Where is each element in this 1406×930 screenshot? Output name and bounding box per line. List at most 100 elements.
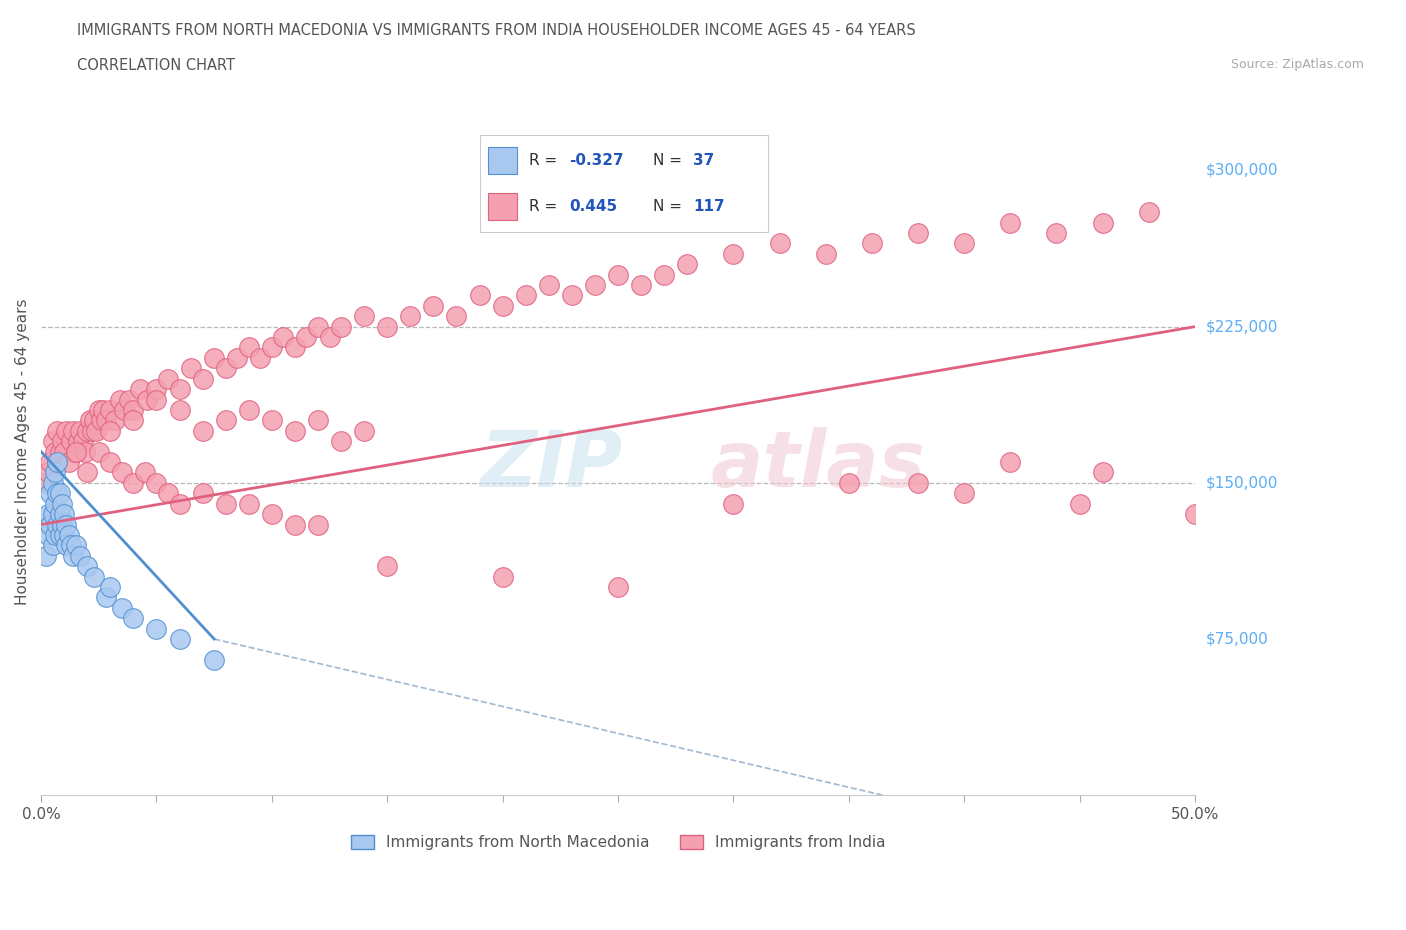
Point [907,475,929,490]
Point [215,361,238,376]
Point [191,485,214,500]
Point [907,225,929,240]
Point [768,236,790,251]
Point [51,517,73,532]
Point [583,277,606,292]
Point [1091,465,1114,480]
Point [46,423,69,438]
Point [37,527,59,542]
Point [41,538,63,552]
Point [44,465,66,480]
Point [607,579,630,594]
Point [37,507,59,522]
Point [51,433,73,448]
Point [953,485,976,500]
Point [202,351,225,365]
Text: atlas: atlas [710,428,925,503]
Point [37,465,59,480]
Point [169,381,191,396]
Point [145,475,167,490]
Point [83,413,105,428]
Point [145,381,167,396]
Point [83,569,105,584]
Point [260,413,283,428]
Text: $225,000: $225,000 [1206,319,1278,334]
Text: CORRELATION CHART: CORRELATION CHART [77,58,235,73]
Point [1000,455,1022,470]
Point [353,309,375,324]
Point [55,423,77,438]
Point [87,445,110,459]
Point [215,497,238,512]
Point [65,538,87,552]
Point [330,433,353,448]
Point [169,497,191,512]
Point [41,475,63,490]
Point [1045,225,1067,240]
Point [98,455,121,470]
Point [69,423,91,438]
Point [468,288,491,303]
Point [145,392,167,407]
Text: IMMIGRANTS FROM NORTH MACEDONIA VS IMMIGRANTS FROM INDIA HOUSEHOLDER INCOME AGES: IMMIGRANTS FROM NORTH MACEDONIA VS IMMIG… [77,23,917,38]
Point [46,455,69,470]
Point [98,403,121,418]
Point [215,413,238,428]
Point [169,403,191,418]
Point [46,455,69,470]
Point [814,246,837,261]
Point [108,392,131,407]
Point [39,485,62,500]
Point [55,538,77,552]
Point [630,277,652,292]
Point [41,507,63,522]
Point [55,517,77,532]
Point [226,351,249,365]
Point [39,517,62,532]
Point [1184,507,1206,522]
Point [60,433,83,448]
Point [260,340,283,355]
Point [122,413,145,428]
Point [76,423,98,438]
Point [202,653,225,668]
Point [860,236,883,251]
Point [284,517,307,532]
Point [122,611,145,626]
Point [62,549,84,564]
Point [136,392,159,407]
Point [491,569,513,584]
Point [260,507,283,522]
Point [62,423,84,438]
Point [491,299,513,313]
Point [318,329,340,344]
Point [98,423,121,438]
Point [537,277,560,292]
Point [375,319,398,334]
Point [238,403,260,418]
Point [145,621,167,636]
Point [93,403,115,418]
Point [118,392,141,407]
Point [69,549,91,564]
Legend: Immigrants from North Macedonia, Immigrants from India: Immigrants from North Macedonia, Immigra… [344,829,891,857]
Point [48,445,70,459]
Point [122,475,145,490]
Y-axis label: Householder Income Ages 45 - 64 years: Householder Income Ages 45 - 64 years [15,299,30,604]
Point [48,485,70,500]
Point [561,288,583,303]
Point [134,465,156,480]
Text: $150,000: $150,000 [1206,475,1278,490]
Point [60,538,83,552]
Point [53,527,76,542]
Point [273,329,295,344]
Point [72,433,94,448]
Point [515,288,537,303]
Point [51,497,73,512]
Point [838,475,860,490]
Point [112,403,135,418]
Point [157,371,180,386]
Point [122,403,145,418]
Point [98,579,121,594]
Point [399,309,422,324]
